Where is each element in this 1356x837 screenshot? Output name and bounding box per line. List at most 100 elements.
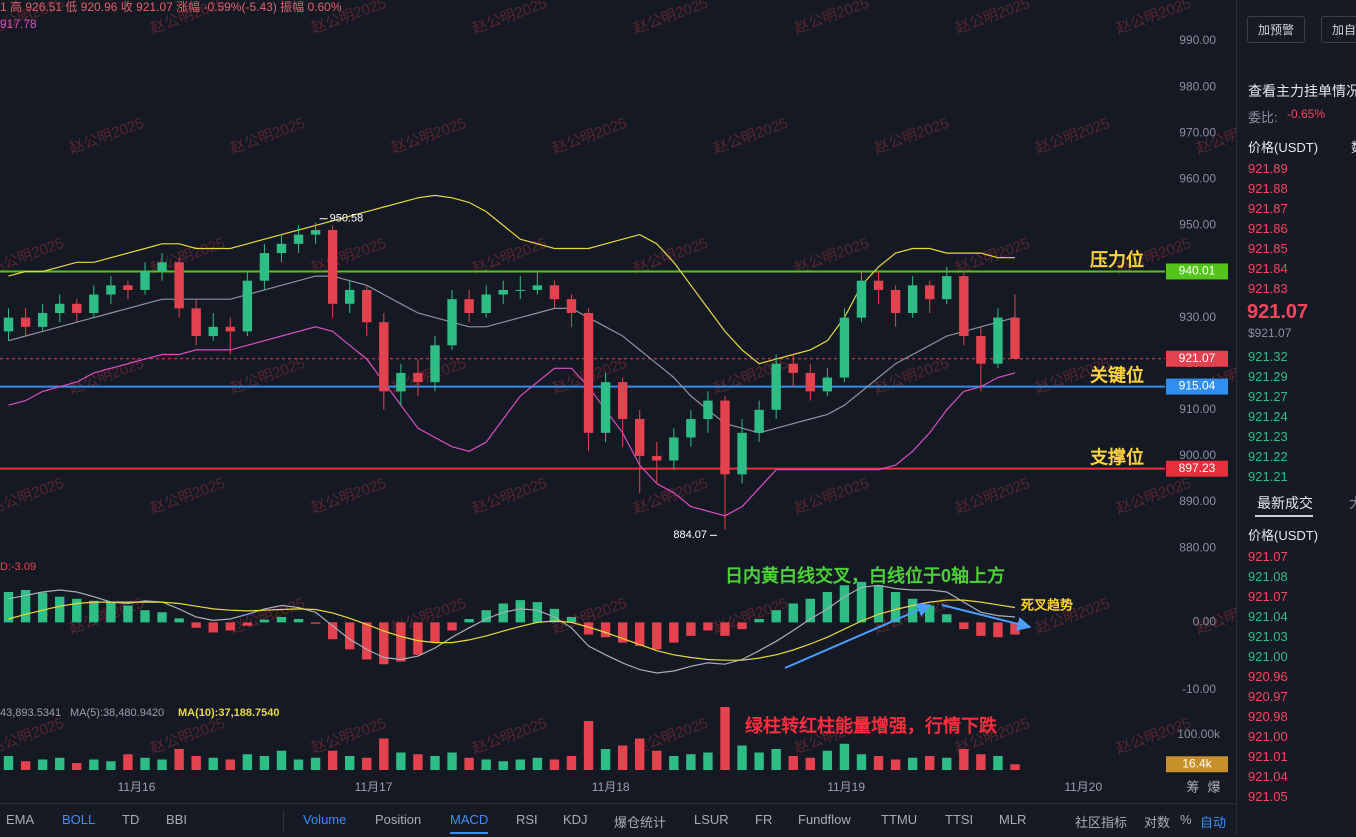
watermark: 赵公明2025 (631, 475, 710, 518)
column-header: 价格(USDT) (1248, 528, 1319, 543)
macd-bar (89, 600, 99, 623)
indicator-tab[interactable]: FR (755, 812, 773, 827)
y-tick-label: 970.00 (1179, 125, 1216, 139)
volume-bar (549, 759, 560, 770)
y-tick-label: 930.00 (1179, 310, 1216, 324)
watermark: 赵公明2025 (872, 115, 951, 158)
volume-bar (873, 756, 884, 770)
volume-bar (123, 754, 133, 770)
indicator-tab[interactable]: BBI (166, 812, 187, 827)
macd-bar (345, 622, 355, 650)
macd-bar (703, 622, 713, 631)
macd-bar (873, 585, 884, 623)
macd-bar (20, 589, 31, 623)
y-tick-label: 890.00 (1179, 494, 1216, 508)
macd-bar (942, 614, 952, 623)
indicator-tab[interactable]: BOLL (62, 812, 96, 827)
price-row: 921.29 (1248, 369, 1288, 384)
volume-bar (959, 749, 969, 770)
volume-bar (635, 738, 645, 770)
level-tag (1166, 460, 1228, 477)
button[interactable]: 加预警 (1247, 16, 1306, 43)
level-tag (1166, 263, 1228, 280)
macd-bar (583, 622, 594, 635)
indicator-tab[interactable]: 对数 (1144, 815, 1171, 830)
candle-body (703, 400, 713, 420)
level-tag-text: 940.01 (1179, 264, 1216, 278)
price-row: 921.05 (1248, 789, 1288, 804)
x-tick-label: 11月16 (118, 780, 156, 794)
volume-bar (72, 763, 82, 770)
volume-bar (805, 757, 815, 770)
price-row: 921.85 (1248, 241, 1288, 256)
candle-body (276, 243, 287, 254)
volume-header: 43,893.5341 (0, 707, 61, 719)
level-tag (1166, 378, 1228, 395)
indicator-tab[interactable]: LSUR (694, 812, 729, 827)
watermarks: 赵公明2025 赵公明2025 赵公明2025 赵公明2025 赵公明2025 赵公明20… (0, 0, 1236, 757)
x-tick-label: 11月18 (592, 780, 630, 794)
y-tick-label: 880.00 (1179, 540, 1216, 554)
indicator-tab[interactable]: Volume (303, 812, 347, 827)
candle-body (498, 289, 508, 295)
tab[interactable]: 大 (1349, 493, 1356, 513)
book-title[interactable]: 查看主力挂单情况 (1248, 83, 1356, 99)
price-row: 921.07 (1248, 549, 1288, 564)
indicator-tab[interactable]: 自动 (1200, 815, 1227, 830)
tab[interactable]: 最新成交 (1257, 495, 1313, 511)
last-price-tag (1166, 350, 1228, 367)
macd-bar (37, 592, 48, 623)
macd-bar (242, 622, 253, 626)
indicator-tab[interactable]: EMA (6, 812, 35, 827)
indicator-tab[interactable]: 社区指标 (1075, 815, 1128, 830)
indicator-tab[interactable]: TTMU (881, 812, 918, 827)
volume-bar (720, 707, 730, 770)
candle-body (737, 432, 747, 475)
indicator-tab[interactable]: TD (122, 812, 140, 827)
watermark: 赵公明2025 (470, 715, 549, 758)
candle-body (805, 372, 815, 392)
macd-bar (617, 622, 628, 643)
macd-bar (447, 622, 457, 631)
indicator-tab[interactable]: % (1180, 812, 1192, 827)
macd-bar (788, 603, 798, 623)
indicator-tab[interactable]: Fundflow (798, 812, 851, 827)
watermark: 赵公明2025 (0, 715, 66, 758)
boll-header: 917.78 (0, 17, 37, 31)
candle-body (447, 299, 457, 346)
indicator-tab[interactable]: Position (375, 812, 422, 827)
volume-bar (822, 750, 833, 770)
candle-body (379, 322, 389, 392)
button[interactable]: 加自 (1321, 16, 1356, 43)
volume-bar (430, 756, 440, 770)
candle-body (925, 285, 935, 300)
level-name: 支撑位 (1089, 446, 1144, 467)
macd-bar (686, 622, 696, 636)
candle-body (430, 345, 440, 383)
macd-bar (174, 618, 184, 623)
indicator-tab[interactable]: 爆仓统计 (614, 815, 667, 830)
trend-arrow (941, 604, 1032, 631)
indicator-tab[interactable]: TTSI (945, 812, 974, 827)
price-row: 921.89 (1248, 161, 1288, 176)
indicator-tab[interactable]: MACD (450, 812, 489, 834)
level-tag-text: 915.04 (1179, 379, 1216, 393)
annotation: 绿柱转红柱能量增强，行情下跌 (745, 715, 998, 736)
indicator-tab[interactable]: KDJ (563, 812, 588, 827)
price-row: 920.97 (1248, 689, 1288, 704)
candle-body (942, 276, 952, 300)
separator (283, 810, 284, 832)
candle-body (822, 377, 833, 392)
macd-bar (720, 622, 730, 636)
macd-header: D:-3.09 (0, 561, 36, 573)
ohlc-header: 1 高 926.51 低 920.96 收 921.07 涨幅 -0.59%(-… (0, 0, 342, 14)
price-row: 921.00 (1248, 729, 1288, 744)
candle-body (481, 294, 491, 313)
macd-bar (1010, 622, 1020, 635)
candle-body (549, 285, 560, 300)
candle-body (259, 253, 270, 281)
indicator-tab[interactable]: RSI (516, 812, 538, 827)
candle-body (37, 312, 48, 327)
volume-bar (839, 743, 850, 770)
indicator-tab[interactable]: MLR (999, 812, 1027, 827)
